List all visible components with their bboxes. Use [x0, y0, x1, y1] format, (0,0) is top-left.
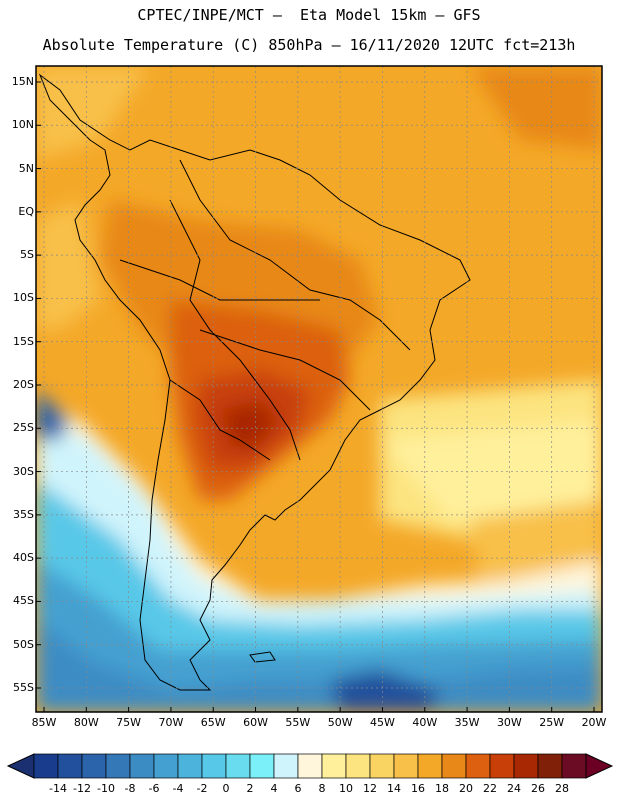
lat-label: 5N — [18, 161, 34, 175]
lon-label: 80W — [73, 716, 99, 729]
colorbar-label: -12 — [73, 782, 91, 795]
colorbar-swatch — [345, 753, 371, 779]
colorbar-label: 12 — [363, 782, 377, 795]
colorbar-swatch — [369, 753, 395, 779]
colorbar-label: 10 — [339, 782, 353, 795]
coastlines — [38, 73, 471, 691]
colorbar-swatch — [465, 753, 491, 779]
colorbar-swatch — [153, 753, 179, 779]
lon-label: 75W — [116, 716, 142, 729]
colorbar-over-arrow — [585, 753, 614, 779]
colorbar-swatch — [81, 753, 107, 779]
colorbar-label: -2 — [196, 782, 208, 795]
graticule — [36, 66, 602, 712]
lat-label: 40S — [13, 551, 34, 565]
colorbar-swatch — [393, 753, 419, 779]
colorbar-swatch — [177, 753, 203, 779]
lat-label: 20S — [13, 378, 34, 391]
colorbar-swatch — [249, 753, 275, 779]
lon-label: 50W — [327, 716, 353, 729]
colorbar-swatch — [225, 753, 251, 779]
map-title-line-2: Absolute Temperature (C) 850hPa – 16/11/… — [42, 36, 576, 54]
lat-label: 50S — [13, 637, 34, 651]
lon-label: 40W — [412, 716, 438, 729]
colorbar — [6, 753, 614, 779]
lat-label: 45S — [13, 594, 34, 608]
lon-label: 60W — [243, 716, 268, 729]
lat-label: 15S — [13, 334, 34, 348]
colorbar-label: 2 — [246, 782, 254, 795]
colorbar-swatch — [57, 753, 83, 779]
colorbar-label: 24 — [507, 782, 521, 795]
temperature-field — [36, 66, 602, 712]
lon-label: 55W — [285, 716, 311, 729]
colorbar-swatch — [561, 753, 587, 779]
colorbar-label: -6 — [148, 782, 160, 795]
colorbar-label: 6 — [294, 782, 302, 795]
lat-label: 10N — [11, 118, 34, 132]
lat-label: 55S — [13, 681, 34, 694]
lat-label: 5S — [20, 248, 34, 262]
colorbar-label: 16 — [411, 782, 425, 795]
colorbar-label: 18 — [435, 782, 449, 795]
colorbar-swatch — [489, 753, 515, 779]
colorbar-swatch — [33, 753, 59, 779]
colorbar-label: -8 — [124, 782, 136, 795]
colorbar-label: 8 — [318, 782, 326, 795]
colorbar-swatch — [273, 753, 299, 779]
lon-label: 25W — [539, 716, 565, 729]
colorbar-label: 28 — [555, 782, 569, 795]
colorbar-swatch — [105, 753, 131, 779]
colorbar-swatch — [129, 753, 155, 779]
map-frame — [35, 65, 603, 713]
lon-label: 20W — [581, 716, 607, 729]
lon-label: 65W — [200, 716, 226, 729]
colorbar-swatch — [513, 753, 539, 779]
colorbar-label: -4 — [172, 782, 184, 795]
map-title-line-1: CPTEC/INPE/MCT – Eta Model 15km – GFS — [137, 6, 481, 24]
colorbar-label: 0 — [222, 782, 230, 795]
colorbar-under-arrow — [6, 753, 35, 779]
lon-label: 30W — [496, 716, 522, 729]
colorbar-swatch — [321, 753, 347, 779]
colorbar-label: 22 — [483, 782, 497, 795]
colorbar-label: -10 — [97, 782, 115, 795]
colorbar-swatch — [297, 753, 323, 779]
lon-label: 85W — [31, 716, 57, 729]
lon-label: 35W — [454, 716, 480, 729]
colorbar-label: 20 — [459, 782, 473, 795]
colorbar-label: 26 — [531, 782, 545, 795]
colorbar-label: -14 — [49, 782, 67, 795]
colorbar-swatch — [441, 753, 467, 779]
lat-label: EQ — [18, 204, 34, 218]
lon-label: 70W — [158, 716, 184, 729]
colorbar-swatch — [201, 753, 227, 779]
lat-label: 15N — [11, 75, 34, 88]
lat-label: 10S — [13, 291, 34, 305]
colorbar-label: 14 — [387, 782, 401, 795]
colorbar-swatch — [417, 753, 443, 779]
lon-label: 45W — [370, 716, 395, 729]
lat-label: 30S — [13, 464, 34, 478]
axis-ticks — [36, 81, 595, 712]
lat-label: 35S — [13, 507, 34, 521]
lat-label: 25S — [13, 421, 34, 435]
colorbar-swatch — [537, 753, 563, 779]
colorbar-label: 4 — [270, 782, 278, 795]
